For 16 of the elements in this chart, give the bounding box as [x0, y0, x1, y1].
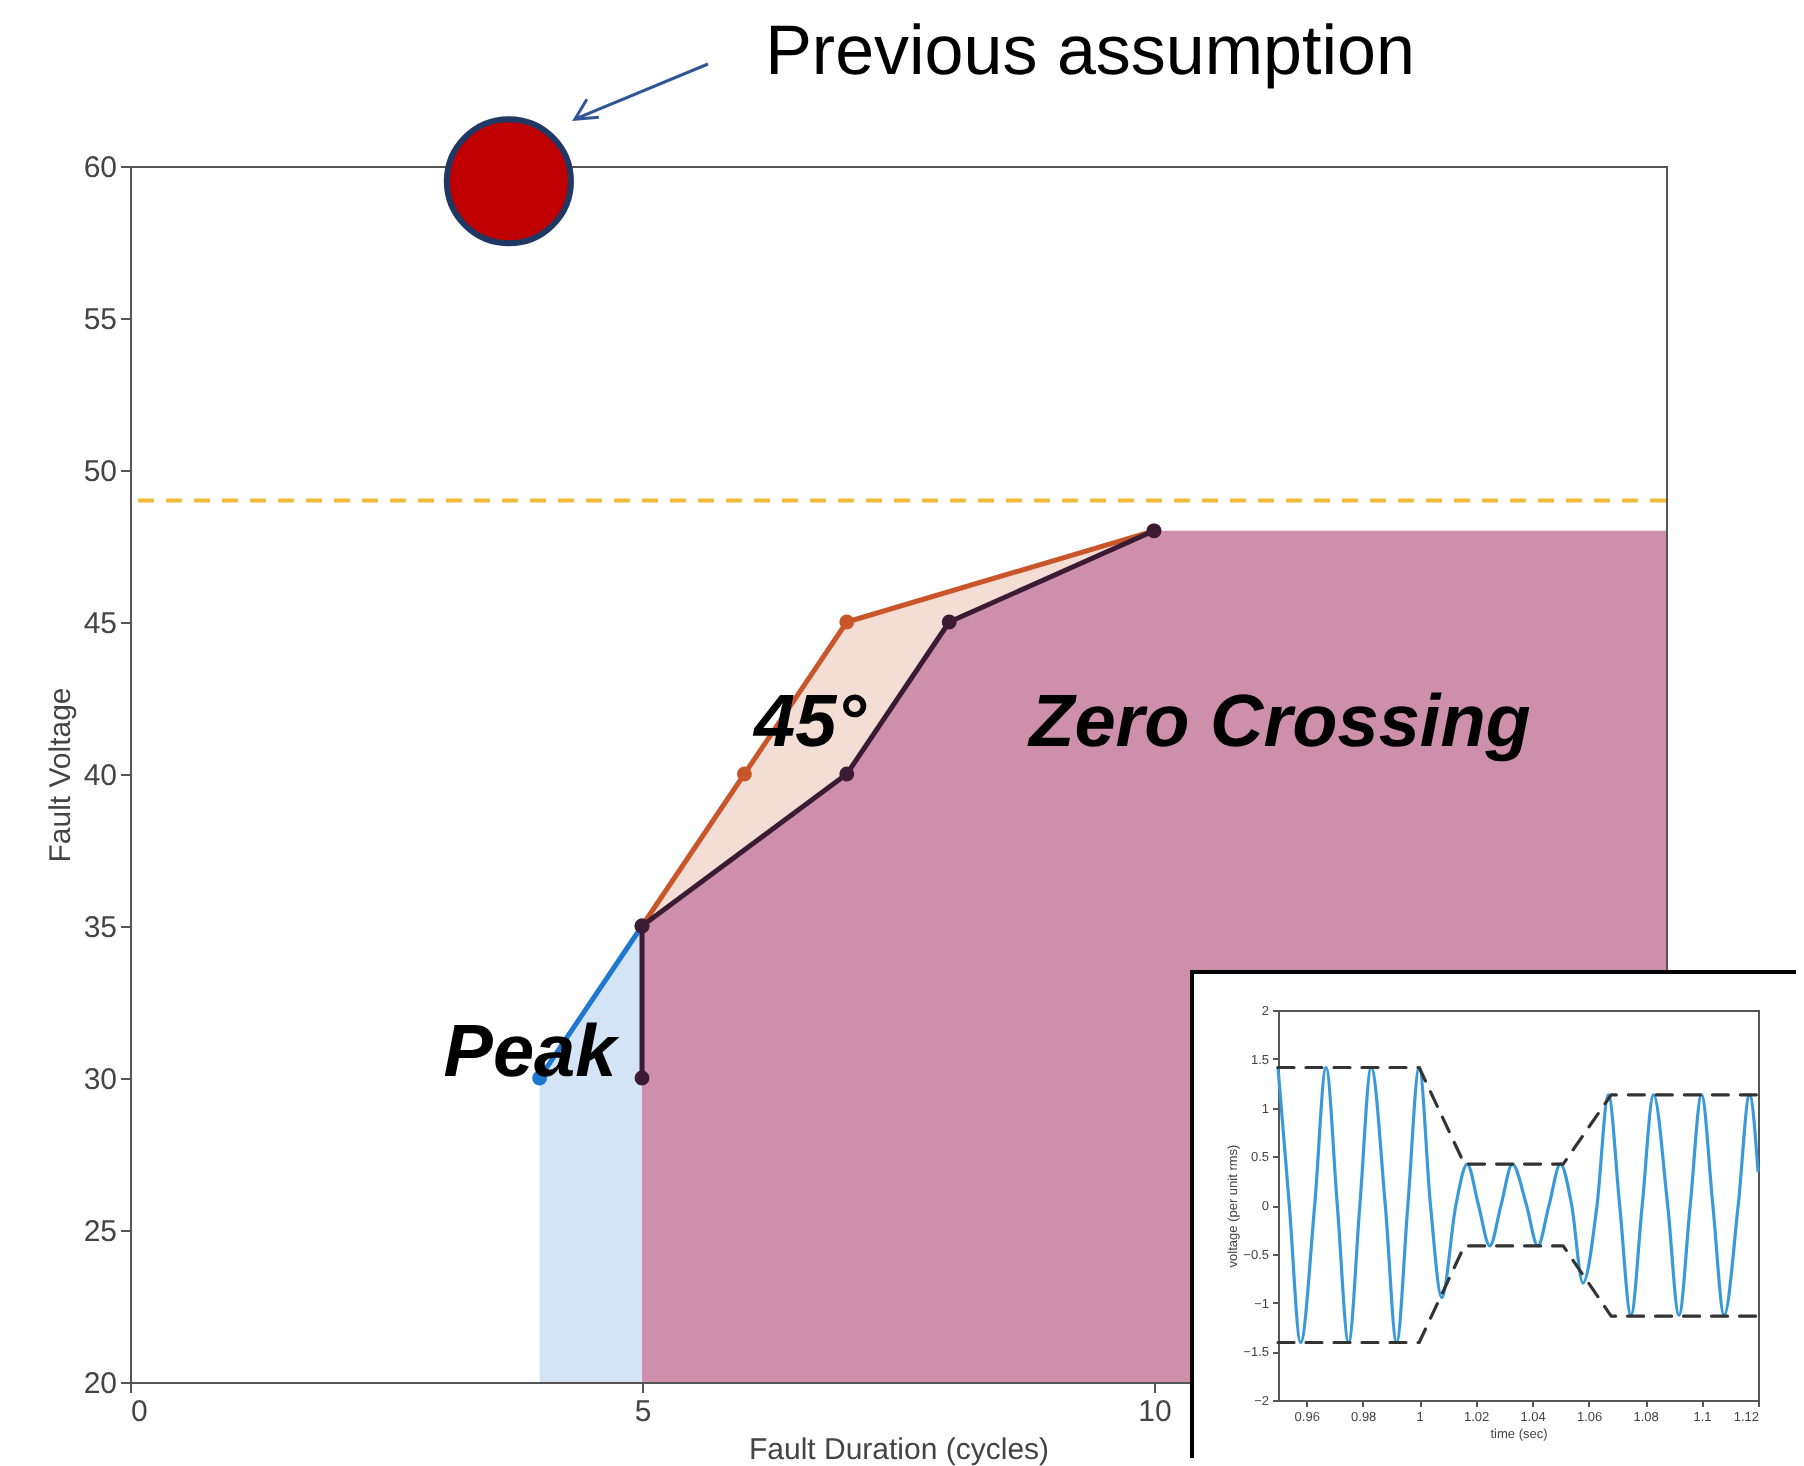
x-tick-label: 0	[131, 1395, 148, 1429]
x-axis-title: Fault Duration (cycles)	[748, 1433, 1050, 1466]
text: Previous assumption	[765, 12, 1415, 90]
y-tick-label: 30	[83, 1063, 117, 1097]
y-tick-label: 45	[83, 607, 117, 641]
y-tick-label: 55	[83, 303, 117, 337]
y-tick-label: 35	[83, 911, 117, 945]
y-tick-label: 25	[83, 1215, 117, 1249]
y-axis-title: Fault Voltage	[43, 687, 78, 863]
x-tick-label: 5	[634, 1395, 652, 1429]
x-tick-label: 10	[1138, 1395, 1172, 1429]
y-tick-label: 40	[83, 759, 117, 793]
y-tick-label: 60	[83, 151, 117, 185]
y-tick-label: 20	[83, 1367, 117, 1401]
annotation: Zero Crossing	[1027, 680, 1531, 762]
y-tick-label: 50	[83, 455, 117, 489]
